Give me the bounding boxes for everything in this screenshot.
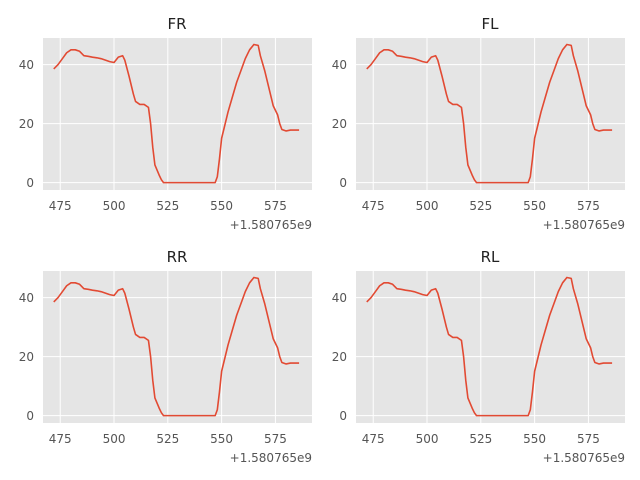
x-tick-label: 575 <box>264 432 287 446</box>
series-line <box>366 43 613 184</box>
x-tick-label: 475 <box>49 432 72 446</box>
y-tick-label: 40 <box>332 58 347 72</box>
subplot-title: RL <box>481 248 500 266</box>
x-tick-label: 500 <box>103 199 126 213</box>
x-tick-label: 525 <box>469 199 492 213</box>
subplot-title: FR <box>167 15 186 33</box>
x-tick-label: 500 <box>103 432 126 446</box>
x-tick-label: 525 <box>156 199 179 213</box>
plot-area <box>43 38 312 190</box>
series-line <box>366 276 613 417</box>
x-tick-label: 550 <box>210 199 233 213</box>
series-line <box>53 276 300 417</box>
x-tick-label: 575 <box>577 199 600 213</box>
y-tick-label: 20 <box>19 350 34 364</box>
y-tick-label: 40 <box>332 291 347 305</box>
x-tick-label: 500 <box>416 199 439 213</box>
y-tick-label: 20 <box>19 117 34 131</box>
x-tick-label: 475 <box>49 199 72 213</box>
subplot-title: RR <box>167 248 188 266</box>
y-tick-label: 40 <box>19 58 34 72</box>
x-offset-label: +1.580765e9 <box>230 451 312 465</box>
plot-area <box>43 271 312 423</box>
subplot-rl: RL 475 500 525 550 575 0 20 40 <box>332 248 625 446</box>
x-tick-label: 525 <box>156 432 179 446</box>
y-tick-label: 40 <box>19 291 34 305</box>
y-tick-label: 0 <box>26 176 34 190</box>
subplot-fr: FR 475 500 525 550 575 0 20 40 <box>19 15 312 213</box>
x-tick-label: 550 <box>523 199 546 213</box>
x-tick-label: 475 <box>362 199 385 213</box>
series-line <box>53 43 300 184</box>
x-tick-label: 475 <box>362 432 385 446</box>
x-tick-label: 500 <box>416 432 439 446</box>
y-tick-label: 0 <box>26 409 34 423</box>
plot-area <box>356 271 625 423</box>
y-tick-label: 20 <box>332 117 347 131</box>
subplot-rr: RR 475 500 525 550 575 0 20 40 <box>19 248 312 446</box>
x-tick-label: 550 <box>210 432 233 446</box>
y-tick-label: 0 <box>339 176 347 190</box>
y-tick-label: 0 <box>339 409 347 423</box>
x-tick-label: 575 <box>577 432 600 446</box>
y-tick-label: 20 <box>332 350 347 364</box>
x-offset-label: +1.580765e9 <box>543 451 625 465</box>
x-tick-label: 550 <box>523 432 546 446</box>
subplot-title: FL <box>482 15 500 33</box>
plot-area <box>356 38 625 190</box>
x-tick-label: 575 <box>264 199 287 213</box>
x-offset-label: +1.580765e9 <box>543 218 625 232</box>
x-offset-label: +1.580765e9 <box>230 218 312 232</box>
x-tick-label: 525 <box>469 432 492 446</box>
subplot-fl: FL 475 500 525 550 575 0 20 40 <box>332 15 625 213</box>
